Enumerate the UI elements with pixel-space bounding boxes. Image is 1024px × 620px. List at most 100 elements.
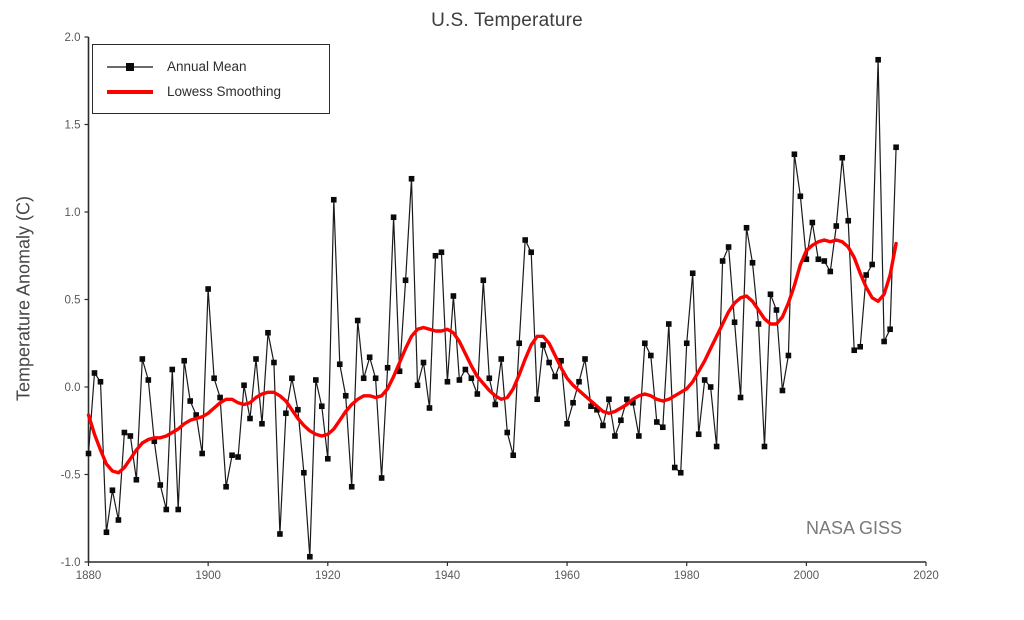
data-point-marker bbox=[259, 420, 265, 427]
data-point-marker bbox=[498, 356, 505, 362]
data-point-marker bbox=[737, 394, 744, 401]
data-point-marker bbox=[731, 319, 738, 326]
data-point-marker bbox=[785, 352, 792, 359]
data-point-marker bbox=[654, 419, 660, 425]
data-point-marker bbox=[755, 321, 762, 327]
data-point-marker bbox=[863, 272, 869, 278]
lowess-smoothing-series-line bbox=[86, 238, 898, 475]
data-point-marker bbox=[522, 237, 528, 243]
data-point-marker bbox=[671, 464, 678, 471]
data-point-marker bbox=[468, 375, 475, 382]
data-point-marker bbox=[390, 214, 397, 221]
data-point-marker bbox=[151, 438, 158, 445]
y-tick-label: 2.0 bbox=[65, 32, 81, 44]
y-tick-label: -0.5 bbox=[61, 470, 81, 482]
data-point-marker bbox=[181, 357, 188, 364]
data-point-marker bbox=[211, 375, 217, 382]
annual-mean-line-marker-icon bbox=[107, 60, 153, 74]
data-point-marker bbox=[342, 392, 349, 399]
data-point-marker bbox=[486, 375, 493, 382]
data-point-marker bbox=[235, 454, 241, 460]
x-tick-label: 1880 bbox=[76, 570, 102, 582]
data-point-marker bbox=[133, 476, 140, 483]
nasa-giss-watermark: NASA GISS bbox=[805, 518, 902, 538]
data-point-marker bbox=[462, 366, 469, 373]
data-point-marker bbox=[492, 401, 499, 408]
data-point-marker bbox=[187, 398, 193, 404]
data-point-marker bbox=[815, 256, 822, 263]
legend-item-annual-mean: Annual Mean bbox=[107, 54, 329, 79]
data-point-marker bbox=[199, 450, 205, 457]
x-tick-label: 1960 bbox=[554, 570, 580, 582]
data-point-marker bbox=[127, 433, 134, 439]
data-point-marker bbox=[683, 340, 690, 347]
data-point-marker bbox=[809, 219, 816, 226]
data-point-marker bbox=[558, 357, 564, 364]
data-point-marker bbox=[767, 291, 774, 298]
data-point-marker bbox=[677, 469, 684, 476]
data-point-marker bbox=[540, 342, 546, 348]
data-point-marker bbox=[402, 277, 409, 284]
data-point-marker bbox=[839, 154, 846, 161]
data-point-marker bbox=[827, 268, 834, 275]
data-point-marker bbox=[91, 370, 98, 376]
data-point-marker bbox=[103, 529, 110, 536]
data-point-marker bbox=[564, 420, 570, 427]
data-point-marker bbox=[624, 396, 630, 403]
data-point-marker bbox=[319, 403, 325, 410]
data-point-marker bbox=[307, 553, 313, 560]
data-point-marker bbox=[396, 368, 403, 375]
data-point-marker bbox=[277, 531, 283, 537]
data-point-marker bbox=[313, 377, 319, 383]
data-point-marker bbox=[665, 321, 672, 327]
data-point-marker bbox=[648, 352, 654, 359]
data-point-marker bbox=[121, 429, 128, 436]
y-tick-label: 1.0 bbox=[65, 207, 81, 219]
data-point-marker bbox=[689, 270, 696, 277]
data-point-marker bbox=[606, 396, 612, 403]
data-point-marker bbox=[642, 340, 648, 347]
data-point-marker bbox=[265, 329, 271, 336]
data-point-marker bbox=[223, 483, 229, 490]
data-point-marker bbox=[743, 224, 750, 231]
data-point-marker bbox=[241, 382, 247, 389]
data-point-marker bbox=[163, 506, 170, 513]
data-point-marker bbox=[761, 443, 768, 450]
data-point-marker bbox=[779, 387, 786, 394]
data-point-marker bbox=[713, 443, 720, 450]
data-point-marker bbox=[749, 259, 756, 266]
data-point-marker bbox=[630, 399, 636, 406]
data-point-marker bbox=[791, 151, 798, 158]
legend-item-lowess-smoothing: Lowess Smoothing bbox=[107, 79, 329, 104]
chart-title: U.S. Temperature bbox=[431, 10, 583, 31]
data-point-marker bbox=[205, 286, 211, 292]
data-point-marker bbox=[504, 429, 511, 436]
data-point-marker bbox=[372, 375, 379, 382]
data-point-marker bbox=[384, 364, 391, 371]
y-tick-label: -1.0 bbox=[61, 557, 81, 569]
data-point-marker bbox=[426, 405, 433, 411]
x-tick-label: 1900 bbox=[195, 570, 221, 582]
data-point-marker bbox=[773, 307, 780, 313]
data-point-marker bbox=[833, 223, 840, 229]
data-point-marker bbox=[845, 217, 852, 224]
data-point-marker bbox=[893, 144, 899, 151]
data-point-marker bbox=[695, 431, 702, 438]
data-point-marker bbox=[283, 410, 289, 417]
data-point-marker bbox=[659, 424, 666, 431]
y-tick-label: 0.0 bbox=[65, 382, 81, 394]
data-point-marker bbox=[821, 258, 828, 264]
data-point-marker bbox=[301, 469, 307, 476]
data-point-marker bbox=[887, 326, 893, 333]
data-point-marker bbox=[582, 356, 588, 362]
y-tick-label: 0.5 bbox=[65, 295, 81, 307]
data-point-marker bbox=[229, 452, 235, 459]
data-point-marker bbox=[438, 249, 445, 256]
data-point-marker bbox=[253, 356, 259, 362]
data-point-marker bbox=[480, 277, 487, 284]
data-point-marker bbox=[432, 252, 439, 259]
data-point-marker bbox=[295, 406, 301, 413]
data-point-marker bbox=[109, 487, 116, 494]
data-point-marker bbox=[378, 475, 385, 481]
